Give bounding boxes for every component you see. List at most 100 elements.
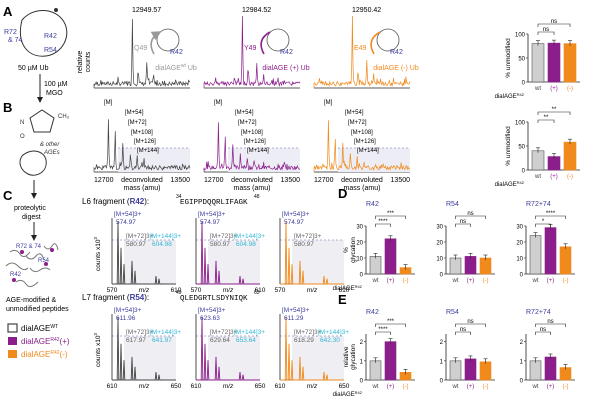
x-tick-label: 13500: [281, 177, 301, 184]
interaction-arrow: [370, 31, 381, 55]
y-axis-label: counts x103: [93, 237, 102, 271]
adduct-label-54: [M+54]3+: [198, 211, 226, 218]
sig-label: ns: [547, 319, 553, 325]
panel-a-spectra: 12949.57 Q49 R42 dialAGEwt Ub 12984.52 Y49 R42…: [93, 7, 419, 89]
category-label: wt: [532, 278, 539, 284]
interaction-arrow: [150, 31, 162, 55]
x-axis-label: mass (amu): [234, 185, 271, 192]
svg-text:N: N: [20, 120, 24, 126]
x-axis-label: mass (amu): [124, 185, 161, 192]
caption-line2: unmodified peptides: [6, 306, 69, 313]
y-tick-label: 1: [520, 359, 524, 365]
y-tick-label: 10: [356, 257, 363, 263]
bar: [479, 361, 492, 381]
panel-label-c: C: [3, 188, 13, 203]
age-structure: CH₃ N O & other AGEs: [19, 109, 70, 199]
category-label: (+): [467, 278, 475, 284]
peak-annotation: [M+108]: [351, 130, 373, 136]
bar: [384, 341, 397, 381]
legend: dialAGEWT dialAGER42(+) dialAGER42(-): [7, 323, 70, 359]
sig-label: ****: [378, 219, 388, 225]
category-label: wt: [534, 174, 541, 180]
target-residue-label: R42: [390, 49, 403, 56]
x-axis-label: m/z: [139, 287, 150, 294]
sig-bracket: [455, 331, 471, 335]
adduct-value-144: 604.98: [152, 241, 172, 248]
ages-text: AGEs: [43, 150, 60, 156]
x-tick-label: 650: [255, 383, 266, 390]
category-label: (+): [467, 384, 475, 390]
spectrum-peaks: [112, 221, 176, 285]
y-tick-label: 2: [360, 340, 364, 346]
bar: [531, 150, 545, 171]
y-tick-label: 0: [522, 81, 526, 87]
sig-bracket: [537, 111, 571, 115]
adduct-label-72: [M+72]3+: [126, 329, 154, 336]
spectrum-trace: [93, 18, 191, 88]
adduct-label-144: [M+144]3+: [318, 329, 349, 336]
category-label: wt: [452, 278, 459, 284]
panel-label-a: A: [3, 4, 13, 19]
ub-concentration: 50 µM Ub: [18, 65, 49, 72]
y-axis-label: relativeglycation: [343, 344, 357, 370]
adduct-value-72: 580.97: [294, 241, 314, 248]
adduct-label-72: [M+72]3+: [294, 233, 322, 240]
adduct-value-54: 574.97: [116, 219, 136, 226]
panel-label-e: E: [338, 292, 347, 307]
x-tick-label: 610: [191, 383, 202, 390]
peak-annotation: [M+144]: [137, 148, 159, 154]
sig-label: ns: [467, 211, 473, 217]
spectrum-title: dialAGEwt Ub: [155, 63, 197, 72]
adduct-value-72: 618.29: [294, 337, 314, 344]
legend-swatch-minus: [8, 350, 17, 358]
residue-r74: & 74: [8, 37, 23, 44]
adduct-label-54: [M+54]3+: [198, 307, 226, 314]
sig-label: ns: [543, 27, 549, 33]
bar: [369, 360, 382, 381]
x-axis-label: m/z: [139, 383, 150, 390]
x-tick-label: 570: [191, 287, 202, 294]
sig-bracket: [375, 323, 406, 327]
chart-title: R54: [446, 201, 459, 208]
legend-label-minus: dialAGER42(-): [21, 350, 68, 359]
adduct-label-72: [M+72]3+: [294, 329, 322, 336]
residue-r72: R72: [4, 29, 17, 36]
y-tick-label: 0: [360, 379, 364, 385]
legend-label-plus: dialAGER42(+): [21, 337, 70, 346]
bar: [547, 156, 561, 171]
mgo-label: MGO: [46, 90, 63, 97]
y-tick-label: 0: [522, 169, 526, 175]
peak-annotation: [M]: [104, 100, 113, 106]
residue-circle: [156, 28, 180, 52]
sig-bracket: [455, 215, 486, 219]
svg-text:CH₃: CH₃: [58, 114, 70, 120]
peak-annotation: [M+108]: [131, 130, 153, 136]
panel-a-ylabel: relativecounts: [77, 51, 92, 74]
sig-label: **: [552, 107, 557, 113]
target-residue-label: R42: [280, 49, 293, 56]
mutant-residue-label: E49: [354, 45, 367, 52]
peak-mass-label: 12949.57: [132, 7, 161, 14]
x-tick-label: 610: [107, 383, 118, 390]
sig-label: ****: [546, 211, 556, 217]
panel-label-b: B: [3, 100, 12, 115]
legend-swatch-plus: [8, 337, 17, 345]
peak-annotation: [M+126]: [134, 139, 156, 145]
category-label: (-): [563, 278, 569, 284]
y-tick-label: 30: [436, 225, 443, 231]
y-tick-label: 0: [520, 273, 524, 279]
sig-bracket: [455, 323, 486, 327]
y-tick-label: 10: [436, 257, 443, 263]
x-tick-label: 12700: [94, 177, 114, 184]
category-label: (-): [567, 174, 573, 180]
spectrum-peaks: [196, 221, 260, 285]
interaction-arrow: [260, 31, 271, 55]
category-label: (+): [387, 278, 395, 284]
y-tick-label: 0: [440, 379, 444, 385]
x-axis-label: m/z: [307, 383, 318, 390]
sig-bracket: [537, 23, 571, 27]
proteolytic-text: proteolytic: [14, 205, 46, 212]
category-axis-label: dialAGER42: [495, 92, 525, 100]
